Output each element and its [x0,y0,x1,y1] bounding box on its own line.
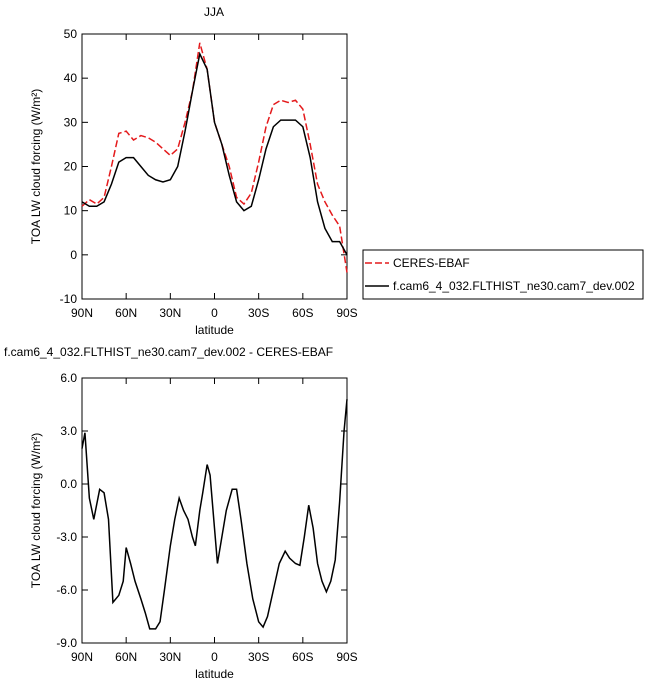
y-tick-label: 50 [64,27,78,41]
x-tick-label: 90N [71,306,93,320]
y-tick-label: 40 [64,71,78,85]
x-tick-label: 60N [115,650,137,664]
plot-frame [81,33,348,300]
y-axis-label: TOA LW cloud forcing (W/m²) [29,89,43,245]
y-tick-label: 6.0 [60,371,77,385]
x-tick-label: 60N [115,306,137,320]
x-tick-label: 90S [336,306,357,320]
data-line [81,51,348,256]
y-tick-label: 30 [64,115,78,129]
y-tick-label: 0 [70,248,77,262]
x-tick-label: 30S [248,650,269,664]
x-tick-label: 30N [159,650,181,664]
y-axis-label: TOA LW cloud forcing (W/m²) [29,433,43,589]
y-tick-label: 20 [64,160,78,174]
y-tick-label: 3.0 [60,424,77,438]
y-tick-label: -10 [60,292,78,306]
x-tick-label: 60S [292,650,313,664]
y-tick-label: -6.0 [56,583,77,597]
legend-box [362,249,644,300]
x-axis-label: latitude [195,323,234,337]
x-tick-label: 30N [159,306,181,320]
y-tick-label: -9.0 [56,636,77,650]
x-tick-label: 0 [211,306,218,320]
legend-label: CERES-EBAF [393,256,470,270]
data-line [81,399,348,630]
y-tick-label: -3.0 [56,530,77,544]
x-tick-label: 90S [336,650,357,664]
y-tick-label: 0.0 [60,477,77,491]
legend-label: f.cam6_4_032.FLTHIST_ne30.cam7_dev.002 [393,279,635,293]
x-tick-label: 30S [248,306,269,320]
x-axis-label: latitude [195,667,234,681]
y-tick-label: 10 [64,204,78,218]
x-tick-label: 90N [71,650,93,664]
chart-title: f.cam6_4_032.FLTHIST_ne30.cam7_dev.002 -… [4,345,333,359]
chart-title: JJA [204,5,224,19]
x-tick-label: 0 [211,650,218,664]
data-line [81,42,348,273]
x-tick-label: 60S [292,306,313,320]
